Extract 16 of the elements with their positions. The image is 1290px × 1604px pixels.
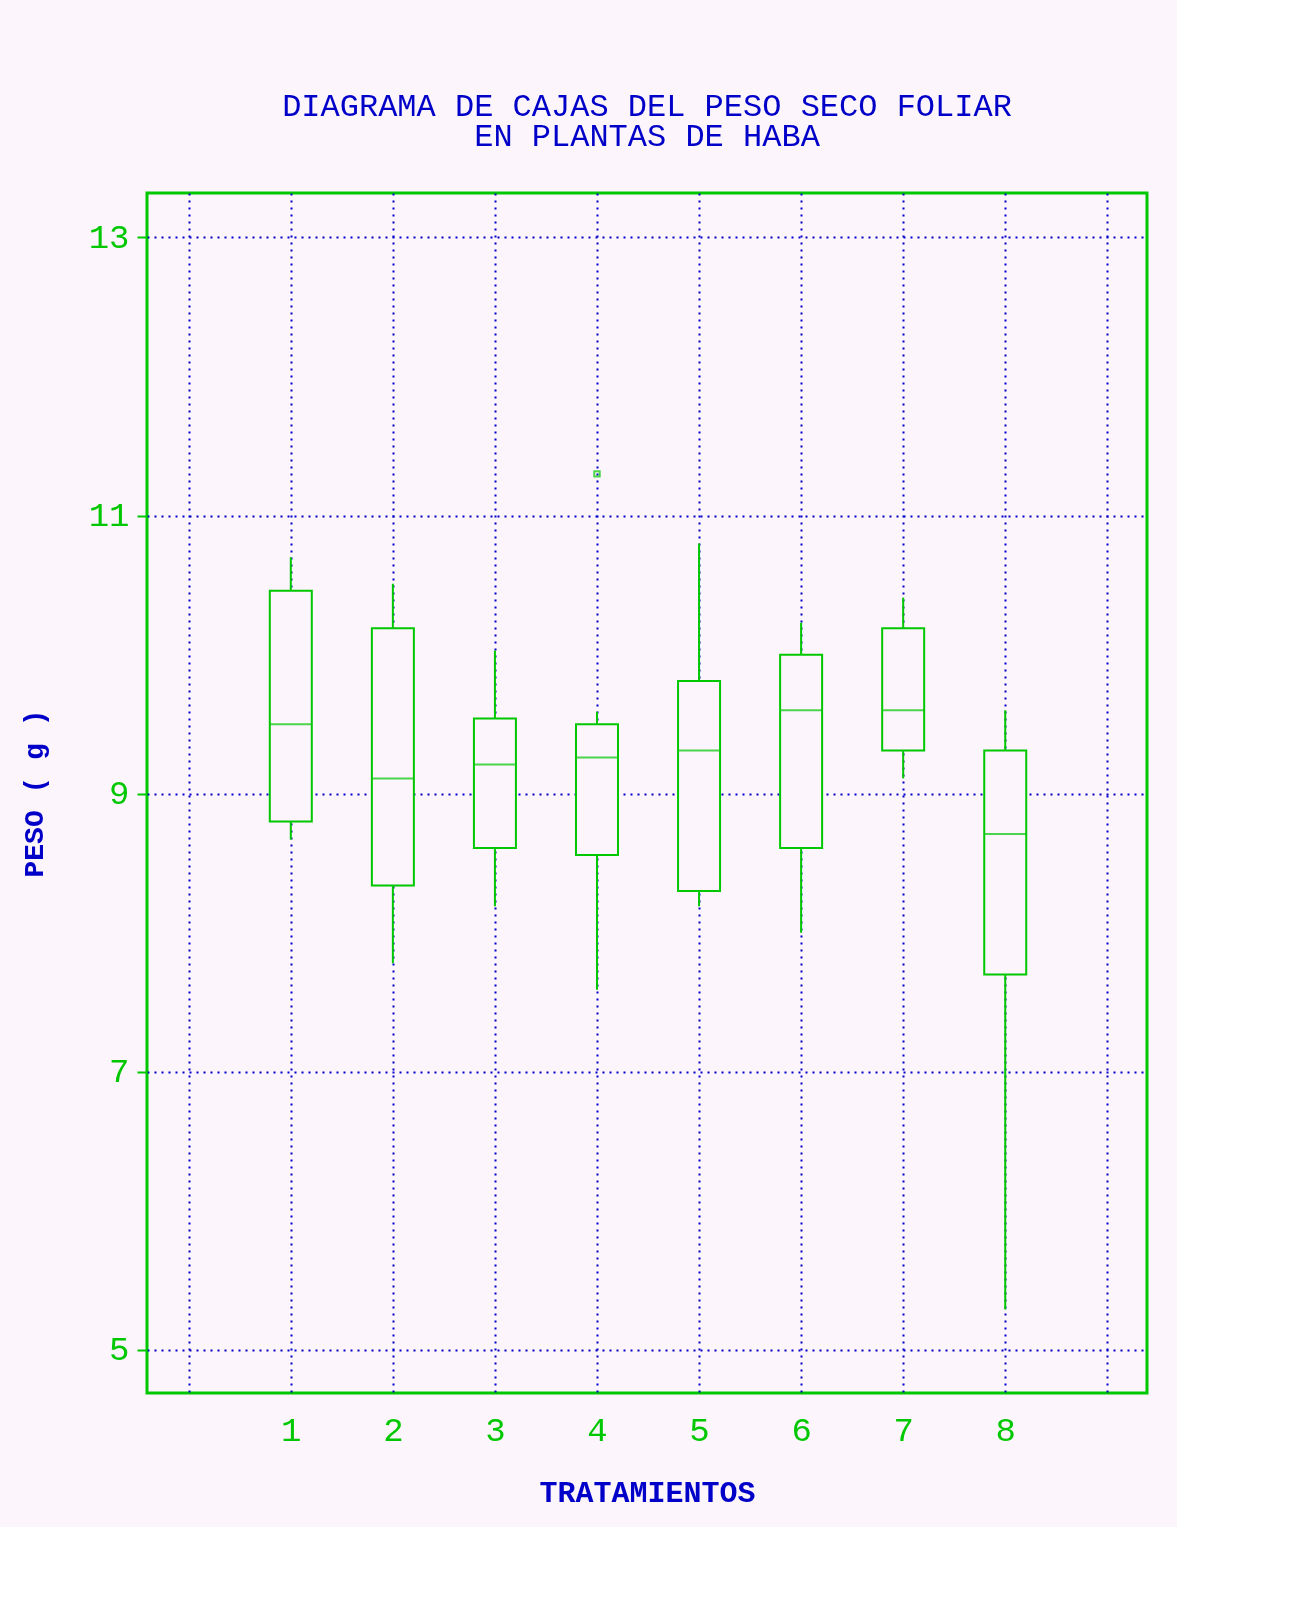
chart-title: DIAGRAMA DE CAJAS DEL PESO SECO FOLIAR EN PLANTAS DE HABA [282,89,1012,156]
y-tick-label: 5 [109,1332,130,1371]
x-tick-label: 8 [995,1412,1016,1451]
x-tick-label: 3 [485,1412,506,1451]
x-tick-label: 7 [893,1412,914,1451]
y-tick-label: 11 [88,498,130,537]
x-tick-label: 4 [587,1412,608,1451]
y-tick-label: 9 [109,776,130,815]
y-tick-label: 13 [88,220,130,258]
y-axis-title: PESO ( g ) [19,709,51,878]
y-tick-label: 7 [109,1054,130,1093]
x-tick-label: 2 [383,1412,404,1451]
x-tick-label: 5 [689,1412,710,1451]
x-axis-title: TRATAMIENTOS [539,1476,756,1511]
x-tick-label: 1 [281,1412,302,1451]
x-tick-label: 6 [791,1412,812,1451]
